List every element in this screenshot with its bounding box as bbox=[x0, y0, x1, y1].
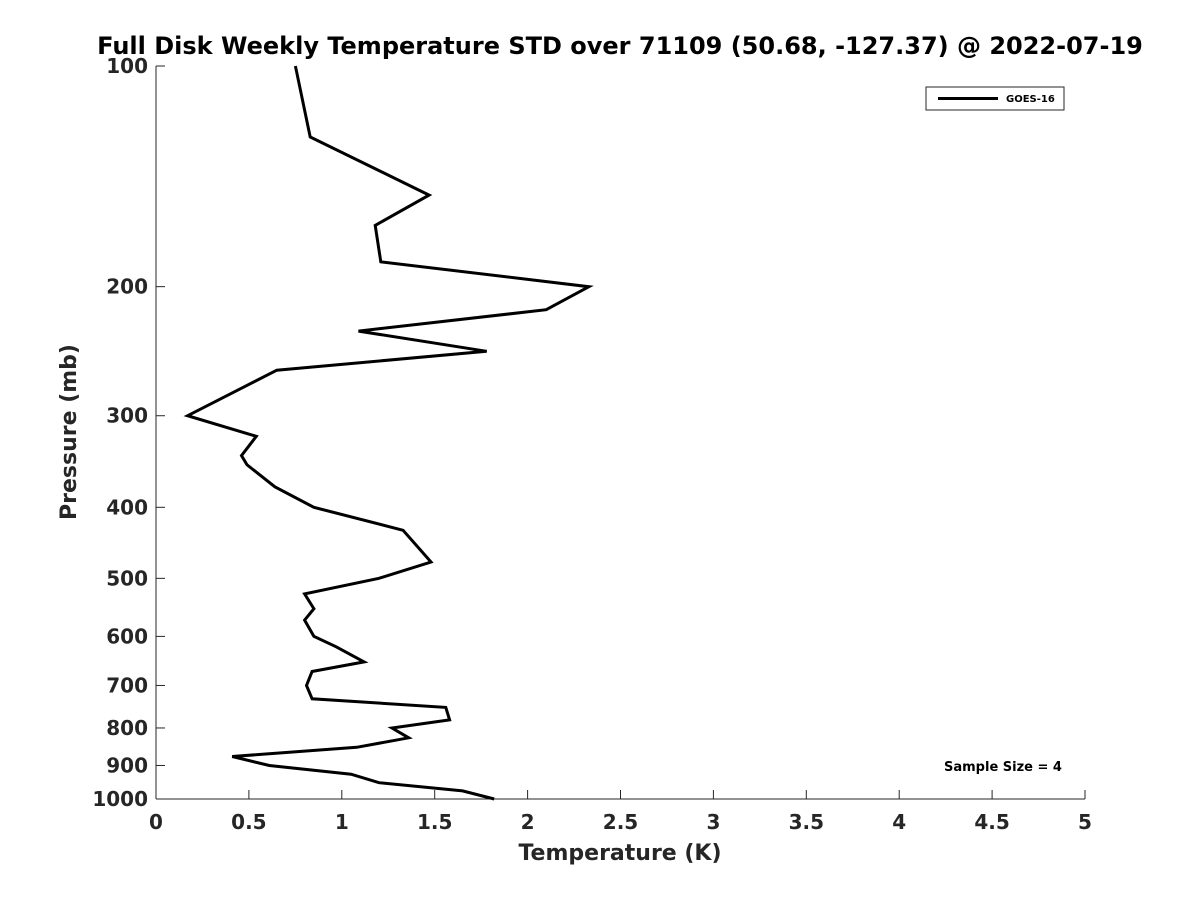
x-tick-label: 3 bbox=[706, 810, 720, 834]
x-tick-label: 0 bbox=[149, 810, 163, 834]
x-axis-ticks: 0 0.5 1 1.5 2 2.5 3 3.5 4 4.5 5 bbox=[149, 790, 1092, 834]
x-tick-label: 4.5 bbox=[974, 810, 1009, 834]
x-tick-label: 4 bbox=[892, 810, 906, 834]
legend: GOES-16 bbox=[925, 86, 1065, 111]
y-tick-label: 700 bbox=[106, 673, 148, 697]
series-layer bbox=[183, 65, 594, 801]
y-tick-label: 800 bbox=[106, 716, 148, 740]
y-axis-label: Pressure (mb) bbox=[57, 344, 82, 520]
y-tick-label: 900 bbox=[106, 753, 148, 777]
y-tick-label: 500 bbox=[106, 566, 148, 590]
y-tick-label: 300 bbox=[106, 404, 148, 428]
y-tick-label: 1000 bbox=[92, 787, 148, 811]
x-tick-label: 1 bbox=[335, 810, 349, 834]
y-tick-label: 400 bbox=[106, 495, 148, 519]
y-tick-label: 200 bbox=[106, 275, 148, 299]
y-tick-label: 600 bbox=[106, 624, 148, 648]
y-tick-label: 100 bbox=[106, 54, 148, 78]
series-line-goes-16 bbox=[183, 65, 594, 801]
x-tick-label: 0.5 bbox=[231, 810, 266, 834]
sample-size-annotation: Sample Size = 4 bbox=[944, 760, 1062, 775]
y-axis-ticks: 100 200 300 400 500 600 700 800 900 1000 bbox=[92, 54, 165, 811]
legend-entry-goes-16: GOES-16 bbox=[1006, 94, 1055, 105]
plot-axes bbox=[155, 66, 1085, 800]
x-tick-label: 3.5 bbox=[789, 810, 824, 834]
x-tick-label: 2.5 bbox=[603, 810, 638, 834]
x-axis-label: Temperature (K) bbox=[518, 841, 721, 866]
chart-title: Full Disk Weekly Temperature STD over 71… bbox=[97, 32, 1143, 60]
x-tick-label: 2 bbox=[521, 810, 535, 834]
x-tick-label: 5 bbox=[1078, 810, 1092, 834]
x-tick-label: 1.5 bbox=[417, 810, 452, 834]
